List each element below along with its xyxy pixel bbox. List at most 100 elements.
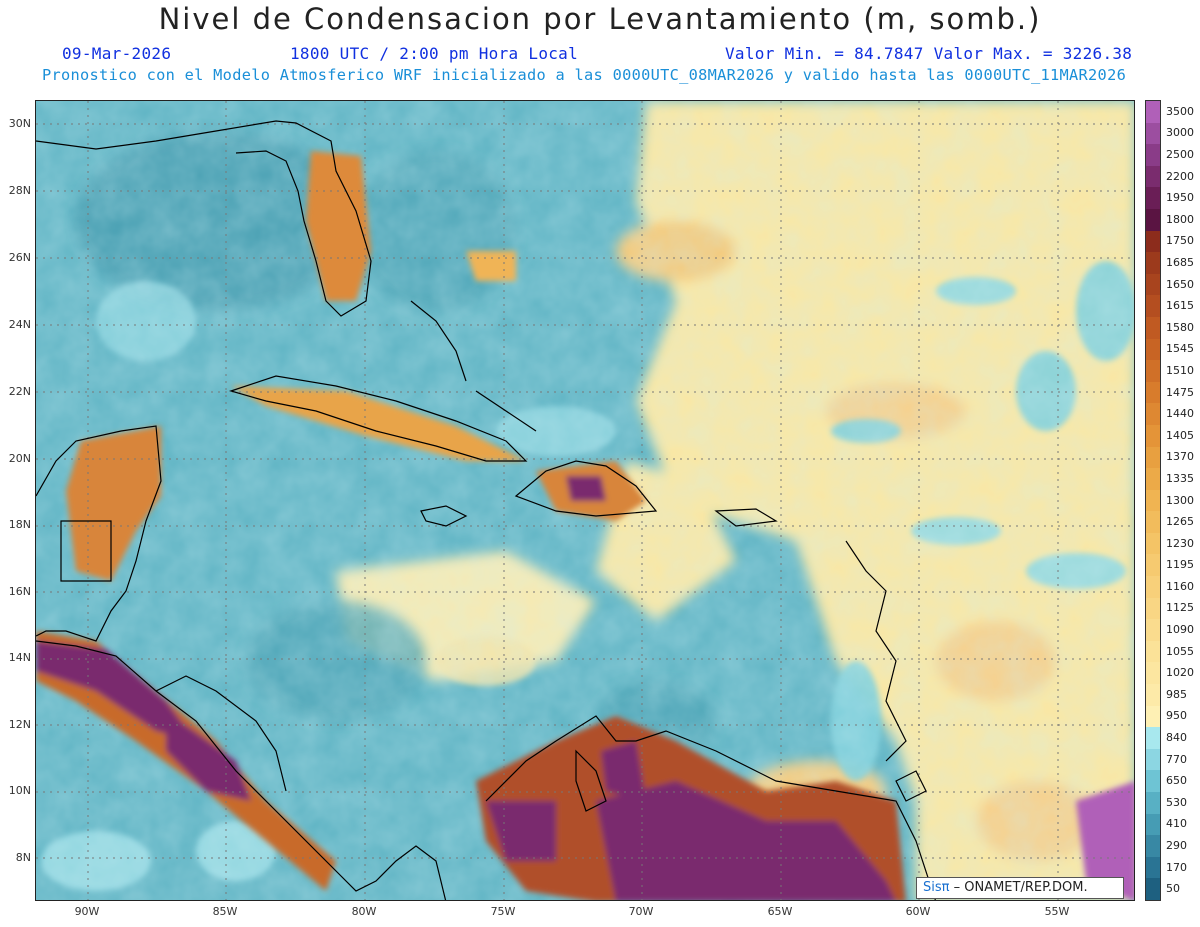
colorbar-segment: [1146, 511, 1160, 534]
lon-label: 80W: [351, 905, 377, 918]
colorbar-segment: [1146, 576, 1160, 599]
lat-label: 28N: [8, 184, 31, 197]
colorbar-label: 1405: [1166, 428, 1194, 442]
onamet-logo: Sisπ – ONAMET/REP.DOM.: [916, 877, 1124, 899]
colorbar-segment: [1146, 684, 1160, 707]
graticule: [36, 101, 1134, 900]
map-plot: [35, 100, 1135, 901]
colorbar-segment: [1146, 122, 1160, 145]
lat-label: 16N: [8, 585, 31, 598]
colorbar-label: 170: [1166, 860, 1187, 874]
lon-label: 85W: [212, 905, 238, 918]
colorbar-label: 1475: [1166, 385, 1194, 399]
lat-label: 14N: [8, 651, 31, 664]
colorbar-label: 650: [1166, 774, 1187, 788]
lon-label: 70W: [628, 905, 654, 918]
lat-label: 12N: [8, 718, 31, 731]
lat-label: 10N: [8, 784, 31, 797]
colorbar-label: 1685: [1166, 255, 1194, 269]
colorbar-label: 50: [1166, 882, 1180, 896]
colorbar-segment: [1146, 187, 1160, 210]
field-warm: [36, 151, 1134, 900]
colorbar-label: 1195: [1166, 558, 1194, 572]
coastlines: [36, 120, 936, 900]
colorbar-label: 1125: [1166, 601, 1194, 615]
colorbar-label: 1055: [1166, 644, 1194, 658]
colorbar-segment: [1146, 489, 1160, 512]
lat-label: 30N: [8, 117, 31, 130]
colorbar-label: 1020: [1166, 666, 1194, 680]
colorbar-segment: [1146, 597, 1160, 620]
colorbar-segment: [1146, 165, 1160, 188]
colorbar-segment: [1146, 144, 1160, 167]
colorbar-label: 1230: [1166, 536, 1194, 550]
colorbar-label: 1160: [1166, 579, 1194, 593]
colorbar-label: 1650: [1166, 277, 1194, 291]
colorbar-label: 530: [1166, 795, 1187, 809]
colorbar-segment: [1146, 727, 1160, 750]
colorbar-label: 2200: [1166, 169, 1194, 183]
logo-sis: Sisπ: [923, 880, 950, 895]
colorbar-label: 1370: [1166, 450, 1194, 464]
colorbar-label: 3500: [1166, 104, 1194, 118]
colorbar-label: 1440: [1166, 407, 1194, 421]
colorbar-label: 410: [1166, 817, 1187, 831]
colorbar-segment: [1146, 619, 1160, 642]
map-svg: [36, 101, 1134, 900]
colorbar-segment: [1146, 856, 1160, 879]
valid-time: 1800 UTC / 2:00 pm Hora Local: [290, 44, 579, 63]
colorbar-label: 985: [1166, 687, 1187, 701]
map-title: Nivel de Condensacion por Levantamiento …: [158, 2, 1042, 36]
colorbar-label: 950: [1166, 709, 1187, 723]
colorbar-segment: [1146, 532, 1160, 555]
colorbar-segment: [1146, 403, 1160, 426]
colorbar-segment: [1146, 295, 1160, 318]
colorbar-label: 1335: [1166, 471, 1194, 485]
colorbar-label: 1545: [1166, 342, 1194, 356]
colorbar-segment: [1146, 424, 1160, 447]
colorbar-segment: [1146, 360, 1160, 383]
colorbar-segment: [1146, 878, 1160, 901]
colorbar-label: 770: [1166, 752, 1187, 766]
lat-label: 20N: [8, 452, 31, 465]
colorbar-segment: [1146, 813, 1160, 836]
colorbar-label: 1750: [1166, 234, 1194, 248]
colorbar-label: 290: [1166, 839, 1187, 852]
colorbar-segment: [1146, 748, 1160, 771]
colorbar: [1145, 100, 1161, 901]
colorbar-segment: [1146, 662, 1160, 685]
colorbar-label: 1300: [1166, 493, 1194, 507]
lon-label: 55W: [1044, 905, 1070, 918]
lat-label: 22N: [8, 385, 31, 398]
lon-label: 75W: [490, 905, 516, 918]
colorbar-segment: [1146, 230, 1160, 253]
colorbar-segment: [1146, 338, 1160, 361]
colorbar-label: 1090: [1166, 623, 1194, 637]
colorbar-segment: [1146, 835, 1160, 858]
colorbar-label: 1950: [1166, 191, 1194, 205]
colorbar-segment: [1146, 770, 1160, 793]
forecast-info: Pronostico con el Modelo Atmosferico WRF…: [42, 66, 1127, 84]
colorbar-segment: [1146, 705, 1160, 728]
colorbar-segment: [1146, 252, 1160, 275]
colorbar-segment: [1146, 101, 1160, 124]
colorbar-segment: [1146, 792, 1160, 815]
colorbar-segment: [1146, 446, 1160, 469]
lon-label: 60W: [905, 905, 931, 918]
lat-label: 18N: [8, 518, 31, 531]
lat-label: 8N: [15, 851, 31, 864]
logo-org: – ONAMET/REP.DOM.: [949, 880, 1088, 895]
colorbar-segment: [1146, 640, 1160, 663]
lat-label: 26N: [8, 251, 31, 264]
colorbar-label: 1580: [1166, 320, 1194, 334]
min-max-values: Valor Min. = 84.7847 Valor Max. = 3226.3…: [725, 44, 1133, 63]
colorbar-segment: [1146, 381, 1160, 404]
colorbar-segment: [1146, 468, 1160, 491]
colorbar-segment: [1146, 208, 1160, 232]
colorbar-segment: [1146, 316, 1160, 340]
colorbar-segment: [1146, 554, 1160, 577]
colorbar-label: 1615: [1166, 299, 1194, 313]
colorbar-label: 1800: [1166, 212, 1194, 226]
colorbar-label: 2500: [1166, 147, 1194, 161]
lon-label: 65W: [767, 905, 793, 918]
